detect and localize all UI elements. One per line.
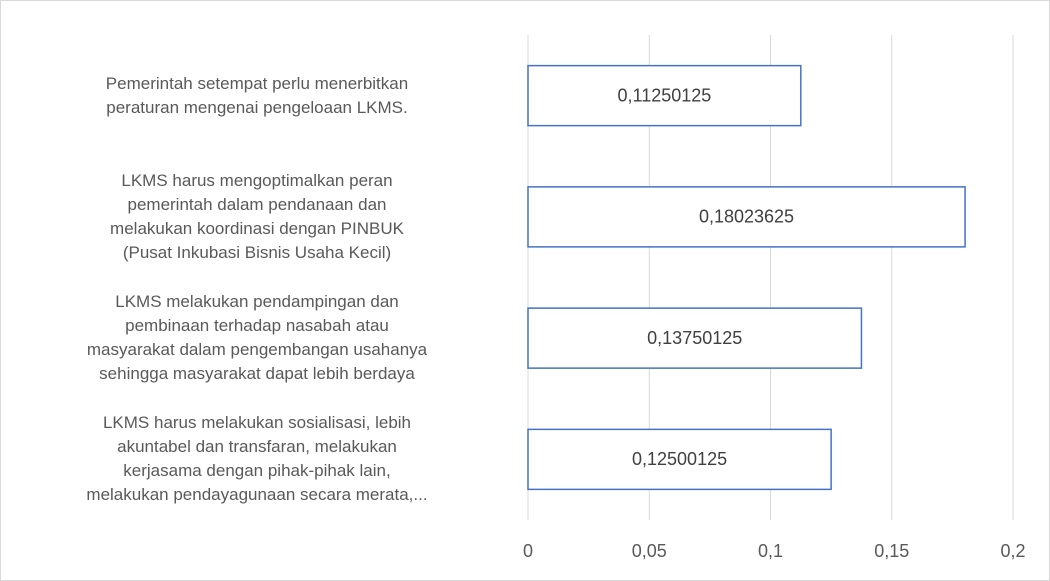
bar [527,428,832,491]
data-label: 0,13750125 [647,328,742,348]
data-label: 0,12500125 [632,449,727,469]
y-tick-label: LKMS harus mengoptimalkan peran pemerint… [110,170,404,262]
x-tick-label: 0,15 [874,541,909,561]
x-tick-label: 0,2 [1000,541,1025,561]
y-tick-label: LKMS harus melakukan sosialisasi, lebih … [86,413,428,505]
bar [527,307,863,369]
x-tick-label: 0,1 [758,541,783,561]
data-label: 0,11250125 [618,85,712,105]
y-tick-label: Pemerintah setempat perlu menerbitkan pe… [105,73,409,117]
y-tick-label: LKMS melakukan pendampingan dan pembinaa… [86,292,428,384]
x-tick-label: 0,05 [632,541,667,561]
x-tick-label: 0 [523,541,533,561]
bar [527,186,966,248]
bar [527,64,802,127]
data-label: 0,18023625 [699,207,794,227]
